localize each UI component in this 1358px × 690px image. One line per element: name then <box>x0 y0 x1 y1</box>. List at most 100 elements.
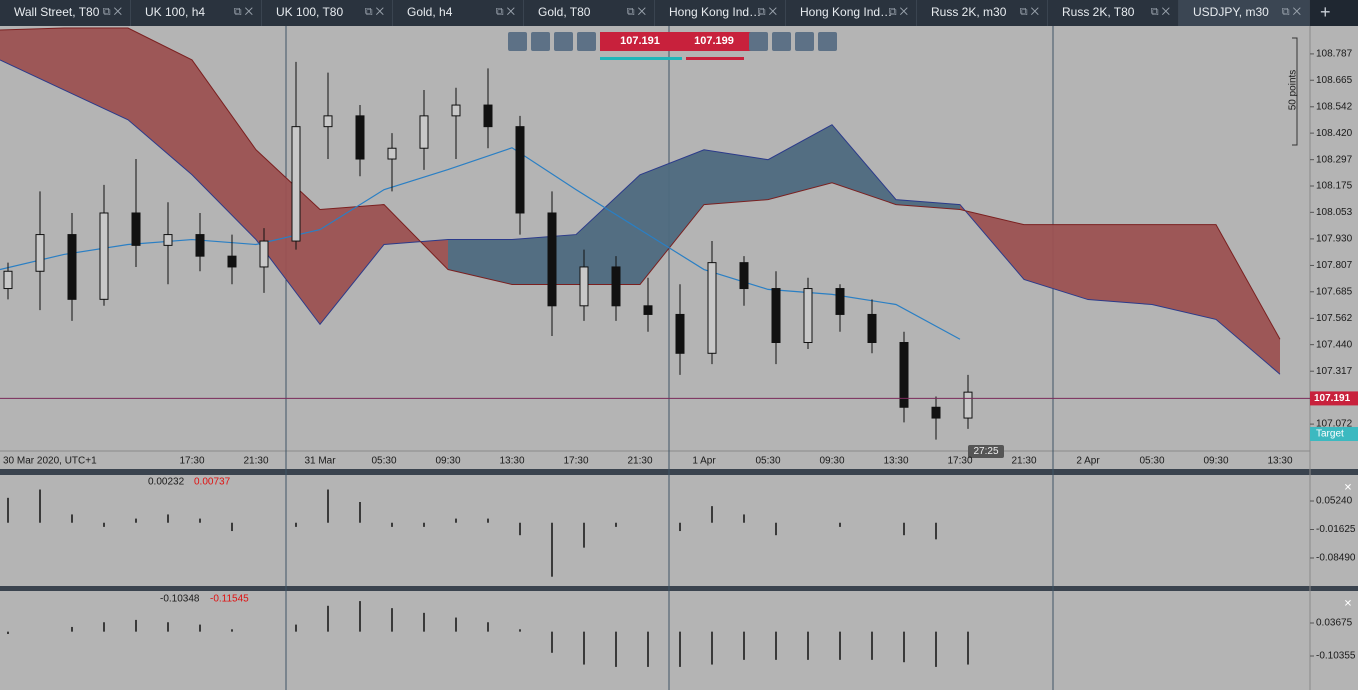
candle-body <box>483 104 493 128</box>
candle-body <box>419 115 429 149</box>
tab-label: Russ 2K, T80 <box>1062 5 1135 19</box>
x-tick-label: 13:30 <box>883 456 908 467</box>
candle-body <box>867 313 877 344</box>
x-tick-label: 1 Apr <box>692 456 716 467</box>
tab-icons[interactable]: ⧉ ✕ <box>1019 6 1039 18</box>
x-tick-label: 13:30 <box>1267 456 1292 467</box>
indicator-button[interactable] <box>772 32 791 51</box>
tab-label: USDJPY, m30 <box>1193 5 1269 19</box>
target-label: Target <box>1316 429 1344 440</box>
cloud-segment <box>768 124 832 200</box>
candle-body <box>291 126 301 242</box>
cloud-segment <box>832 124 896 205</box>
tab[interactable]: Hong Kong Ind… ⧉ ✕ <box>655 0 786 26</box>
tab-icons[interactable]: ⧉ ✕ <box>233 6 253 18</box>
tab-icons[interactable]: ⧉ ✕ <box>757 6 777 18</box>
tab[interactable]: Russ 2K, T80 ⧉ ✕ <box>1048 0 1179 26</box>
y-tick-label: 107.685 <box>1316 286 1353 297</box>
y-tick-label: 108.542 <box>1316 101 1353 112</box>
tab-icons[interactable]: ⧉ ✕ <box>1150 6 1170 18</box>
zoom-button[interactable] <box>508 32 527 51</box>
candle-body <box>739 262 749 290</box>
current-price-label: 107.191 <box>1314 393 1351 404</box>
cloud-segment <box>704 149 768 205</box>
tab[interactable]: Wall Street, T80 ⧉ ✕ <box>0 0 131 26</box>
x-tick-label: 05:30 <box>371 456 396 467</box>
y-tick-label: -0.08490 <box>1316 553 1356 564</box>
y-tick-label: 108.665 <box>1316 75 1353 86</box>
range-bracket <box>1292 37 1298 146</box>
candle-body <box>67 234 77 300</box>
buy-button[interactable]: 107.199 <box>674 32 754 51</box>
list-button[interactable] <box>749 32 768 51</box>
candle-body <box>259 240 269 268</box>
tab-label: Wall Street, T80 <box>14 5 100 19</box>
timeframe-button[interactable] <box>554 32 573 51</box>
span-b-line <box>0 27 1281 340</box>
tab-icons[interactable]: ⧉ ✕ <box>1281 6 1301 18</box>
tab-icons[interactable]: ⧉ ✕ <box>102 6 122 18</box>
y-tick-label: 107.072 <box>1316 419 1353 430</box>
tab-label: UK 100, T80 <box>276 5 344 19</box>
template-button[interactable] <box>795 32 814 51</box>
cloud-segment <box>1088 224 1152 305</box>
tab-label: Hong Kong Ind… <box>800 5 893 19</box>
indicator-value: 0.00232 <box>148 477 185 488</box>
tab-icons[interactable]: ⧉ ✕ <box>495 6 515 18</box>
user-button[interactable] <box>818 32 837 51</box>
candle-body <box>387 147 397 160</box>
separator <box>0 586 1358 591</box>
chart-type-button[interactable] <box>577 32 596 51</box>
tab-label: Gold, T80 <box>538 5 591 19</box>
cloud-segment <box>192 59 256 240</box>
cloud-segment <box>1024 224 1088 300</box>
sell-button[interactable]: 107.191 <box>600 32 680 51</box>
tab-icons[interactable]: ⧉ ✕ <box>888 6 908 18</box>
tab-icons[interactable]: ⧉ ✕ <box>364 6 384 18</box>
tool-button[interactable] <box>531 32 550 51</box>
close-panel[interactable]: ✕ <box>1344 599 1352 610</box>
candle-body <box>3 270 13 290</box>
sell-underline <box>600 57 682 60</box>
tab-icons[interactable]: ⧉ ✕ <box>626 6 646 18</box>
candle-body <box>643 305 653 315</box>
tab[interactable]: USDJPY, m30 ⧉ ✕ <box>1179 0 1310 26</box>
candle-body <box>579 266 589 307</box>
y-tick-label: 107.562 <box>1316 313 1353 324</box>
y-tick-label: -0.10355 <box>1316 651 1356 662</box>
span-a-line <box>0 59 1281 375</box>
tab[interactable]: Hong Kong Ind… ⧉ ✕ <box>786 0 917 26</box>
x-tick-label: 09:30 <box>819 456 844 467</box>
tab[interactable]: UK 100, T80 ⧉ ✕ <box>262 0 393 26</box>
tab[interactable]: Gold, T80 ⧉ ✕ <box>524 0 655 26</box>
candle-body <box>611 266 621 307</box>
tab[interactable]: Russ 2K, m30 ⧉ ✕ <box>917 0 1048 26</box>
close-panel[interactable]: ✕ <box>1344 483 1352 494</box>
candle-body <box>803 288 813 344</box>
candle-body <box>707 262 717 354</box>
timer: 27:25 <box>973 446 998 457</box>
y-tick-label: 108.787 <box>1316 49 1353 60</box>
y-tick-label: 0.05240 <box>1316 496 1353 507</box>
candle-body <box>675 313 685 354</box>
cloud-segment <box>64 28 128 120</box>
indicator-value: -0.11545 <box>210 594 249 605</box>
x-tick-label: 09:30 <box>435 456 460 467</box>
tab-label: Gold, h4 <box>407 5 453 19</box>
add-tab[interactable]: + <box>1320 2 1331 22</box>
candle-body <box>931 406 941 419</box>
y-tick-label: 108.053 <box>1316 207 1353 218</box>
candle-body <box>99 212 109 300</box>
target-tag <box>1310 427 1358 441</box>
moving-average <box>0 147 961 340</box>
x-tick-label: 05:30 <box>755 456 780 467</box>
y-tick-label: 0.03675 <box>1316 618 1353 629</box>
tab[interactable]: UK 100, h4 ⧉ ✕ <box>131 0 262 26</box>
tab[interactable]: Gold, h4 ⧉ ✕ <box>393 0 524 26</box>
y-tick-label: -0.01625 <box>1316 524 1356 535</box>
y-tick-label: 108.175 <box>1316 181 1353 192</box>
tab-bar: Wall Street, T80 ⧉ ✕ UK 100, h4 ⧉ ✕ UK 100, … <box>0 0 1358 26</box>
y-tick-label: 107.317 <box>1316 366 1353 377</box>
cloud-segment <box>896 199 960 210</box>
